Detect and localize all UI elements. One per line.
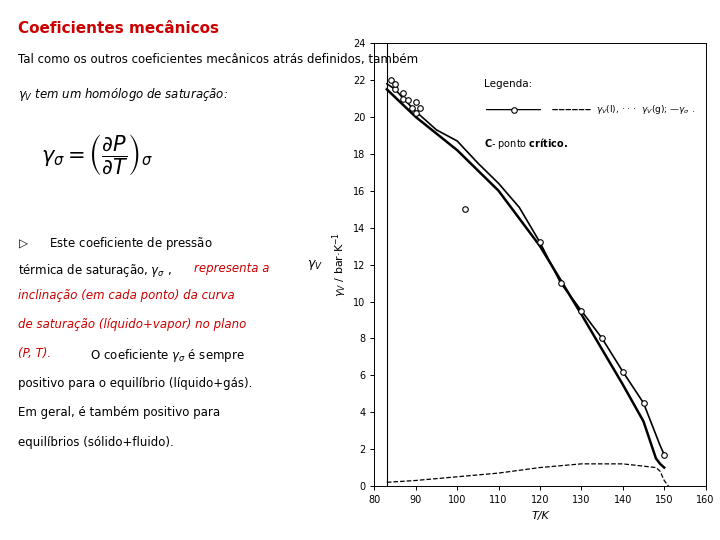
Text: $\gamma_V$(l), · · ·  $\gamma_V$(g); $—\gamma_\sigma$ .: $\gamma_V$(l), · · · $\gamma_V$(g); $—\g…: [596, 103, 696, 116]
Text: inclinação (em cada ponto) da curva: inclinação (em cada ponto) da curva: [18, 289, 235, 302]
Text: O coeficiente $\gamma_\sigma$ é sempre: O coeficiente $\gamma_\sigma$ é sempre: [83, 348, 244, 364]
Text: $\gamma_V$ tem um homólogo de saturação:: $\gamma_V$ tem um homólogo de saturação:: [18, 85, 228, 103]
Text: $\triangleright$      Este coeficiente de pressão: $\triangleright$ Este coeficiente de pre…: [18, 235, 212, 252]
Y-axis label: $\gamma_V$ / bar·K$^{-1}$: $\gamma_V$ / bar·K$^{-1}$: [330, 232, 348, 297]
Text: de saturação (líquido+vapor) no plano: de saturação (líquido+vapor) no plano: [18, 318, 246, 331]
Text: Tal como os outros coeficientes mecânicos atrás definidos, também: Tal como os outros coeficientes mecânico…: [18, 53, 422, 66]
Text: equilíbrios (sólido+fluido).: equilíbrios (sólido+fluido).: [18, 436, 174, 449]
Text: $\mathbf{C}$- ponto $\mathit{\mathbf{crítico.}}$: $\mathbf{C}$- ponto $\mathit{\mathbf{crí…: [484, 136, 568, 151]
Text: térmica de saturação, $\gamma_\sigma$ ,: térmica de saturação, $\gamma_\sigma$ ,: [18, 262, 173, 279]
Text: $\gamma_\sigma = \left(\dfrac{\partial P}{\partial T}\right)_\sigma$: $\gamma_\sigma = \left(\dfrac{\partial P…: [41, 133, 153, 177]
Text: positivo para o equilíbrio (líquido+gás).: positivo para o equilíbrio (líquido+gás)…: [18, 377, 253, 390]
Text: $\gamma_V$: $\gamma_V$: [307, 258, 323, 272]
Text: Legenda:: Legenda:: [484, 79, 532, 89]
Text: Em geral, é também positivo para: Em geral, é também positivo para: [18, 406, 220, 419]
Text: (P, T).: (P, T).: [18, 348, 51, 361]
Text: Coeficientes mecânicos: Coeficientes mecânicos: [18, 22, 219, 36]
X-axis label: T/K: T/K: [531, 511, 549, 521]
Text: representa a: representa a: [194, 262, 270, 275]
